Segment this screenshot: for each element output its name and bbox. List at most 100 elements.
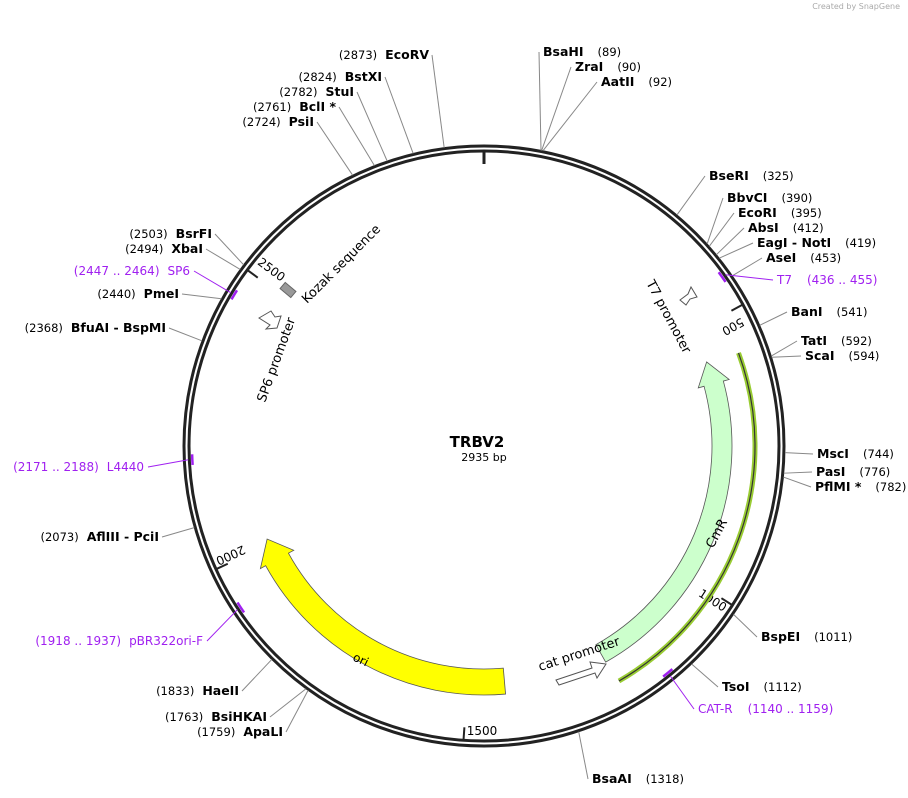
enzyme-name[interactable]: TatI: [801, 333, 827, 348]
enzyme-name[interactable]: ScaI: [805, 348, 835, 363]
enzyme-position: (390): [781, 191, 812, 205]
enzyme-site-bfuai-bspmi[interactable]: BfuAI - BspMI (2368): [25, 320, 203, 342]
enzyme-site-stui[interactable]: StuI (2782): [279, 84, 388, 162]
enzyme-name[interactable]: PmeI: [144, 286, 179, 301]
primer-pbr322ori-f[interactable]: pBR322ori-F (1918 .. 1937): [35, 601, 246, 648]
enzyme-site-pasi[interactable]: PasI (776): [783, 464, 891, 479]
primer-name[interactable]: L4440: [107, 460, 144, 474]
enzyme-position: (2494): [125, 242, 163, 256]
enzyme-site-bsihkai[interactable]: BsiHKAI (1763): [165, 688, 307, 724]
enzyme-name[interactable]: HaeII: [202, 683, 239, 698]
primer-sp6[interactable]: SP6 (2447 .. 2464): [74, 264, 239, 300]
enzyme-position: (2503): [129, 227, 167, 241]
enzyme-leader-line: [168, 327, 203, 342]
enzyme-name[interactable]: BsiHKAI: [211, 709, 267, 724]
enzyme-name[interactable]: BsaAI: [592, 771, 632, 786]
primer-t7[interactable]: T7 (436 .. 455): [717, 271, 878, 287]
enzyme-site-tsoi[interactable]: TsoI (1112): [691, 663, 802, 694]
enzyme-position: (1763): [165, 710, 203, 724]
enzyme-name[interactable]: MscI: [817, 446, 849, 461]
enzyme-name[interactable]: ZraI: [575, 59, 603, 74]
enzyme-name[interactable]: BspEI: [761, 629, 800, 644]
enzyme-name[interactable]: TsoI: [722, 679, 750, 694]
enzyme-name[interactable]: BseRI: [709, 168, 749, 183]
enzyme-name[interactable]: BstXI: [345, 69, 382, 84]
enzyme-site-asei[interactable]: AseI (453): [731, 250, 841, 277]
enzyme-site-tati[interactable]: TatI (592): [770, 333, 872, 357]
enzyme-site-ecori[interactable]: EcoRI (395): [708, 205, 822, 247]
enzyme-site-bseri[interactable]: BseRI (325): [676, 168, 794, 216]
plasmid-name: TRBV2: [450, 433, 505, 451]
enzyme-name[interactable]: EagI - NotI: [757, 235, 831, 250]
enzyme-site-absi[interactable]: AbsI (412): [716, 220, 824, 256]
enzyme-site-bani[interactable]: BanI (541): [759, 304, 868, 326]
enzyme-site-bsrfi[interactable]: BsrFI (2503): [129, 226, 245, 266]
enzyme-name[interactable]: PsiI: [289, 114, 314, 129]
primer-leader-line: [193, 270, 232, 294]
plasmid-length: 2935 bp: [461, 451, 506, 464]
enzyme-site-pflmi-[interactable]: PflMI * (782): [783, 476, 906, 494]
enzyme-position: (2368): [25, 321, 63, 335]
enzyme-name[interactable]: AseI: [766, 250, 796, 265]
ori-feature-arrow: [259, 538, 506, 696]
enzyme-site-xbai[interactable]: XbaI (2494): [125, 241, 241, 270]
enzyme-name[interactable]: EcoRI: [738, 205, 777, 220]
enzyme-leader-line: [706, 197, 724, 245]
enzyme-site-haeii[interactable]: HaeII (1833): [156, 659, 273, 698]
enzyme-leader-line: [578, 731, 589, 780]
enzyme-site-eagi-noti[interactable]: EagI - NotI (419): [719, 235, 876, 259]
enzyme-name[interactable]: BfuAI - BspMI: [71, 320, 166, 335]
primer-name[interactable]: SP6: [168, 264, 191, 278]
enzyme-name[interactable]: AbsI: [748, 220, 779, 235]
primer-name[interactable]: T7: [776, 273, 792, 287]
enzyme-leader-line: [708, 212, 735, 247]
enzyme-leader-line: [241, 659, 273, 692]
enzyme-name[interactable]: ApaLI: [243, 724, 283, 739]
enzyme-site-psii[interactable]: PsiI (2724): [242, 114, 354, 176]
enzyme-leader-line: [770, 340, 798, 357]
enzyme-leader-line: [691, 663, 719, 688]
enzyme-site-pmei[interactable]: PmeI (2440): [97, 286, 222, 301]
enzyme-site-scai[interactable]: ScaI (594): [771, 348, 880, 363]
primer-name[interactable]: pBR322ori-F: [129, 634, 203, 648]
enzyme-site-bspei[interactable]: BspEI (1011): [733, 613, 853, 644]
primer-range: (2447 .. 2464): [74, 264, 160, 278]
enzyme-name[interactable]: AflIII - PciI: [87, 529, 159, 544]
enzyme-name[interactable]: XbaI: [171, 241, 203, 256]
enzyme-site-bsahi[interactable]: BsaHI (89): [538, 44, 621, 151]
enzyme-name[interactable]: StuI: [325, 84, 354, 99]
enzyme-leader-line: [161, 527, 195, 538]
enzyme-leader-line: [783, 476, 812, 488]
enzyme-name[interactable]: EcoRV: [385, 47, 429, 62]
primer-name[interactable]: CAT-R: [698, 702, 733, 716]
enzyme-name[interactable]: BbvCI: [727, 190, 767, 205]
enzyme-name[interactable]: AatII: [601, 74, 634, 89]
enzyme-site-bstxi[interactable]: BstXI (2824): [299, 69, 414, 154]
primer-cat-r[interactable]: CAT-R (1140 .. 1159): [662, 668, 833, 716]
enzyme-site-bbvci[interactable]: BbvCI (390): [706, 190, 812, 245]
enzyme-site-ecorv[interactable]: EcoRV (2873): [339, 47, 445, 148]
enzyme-leader-line: [205, 248, 241, 270]
enzyme-site-msci[interactable]: MscI (744): [784, 446, 894, 461]
enzyme-leader-line: [384, 76, 414, 154]
enzyme-leader-line: [784, 452, 814, 455]
primer-l4440[interactable]: L4440 (2171 .. 2188): [13, 454, 194, 474]
enzyme-position: (1759): [197, 725, 235, 739]
sp6-promoter-arrow: [258, 310, 282, 330]
enzyme-name[interactable]: PflMI *: [815, 479, 862, 494]
enzyme-site-afliii-pcii[interactable]: AflIII - PciI (2073): [40, 527, 195, 544]
enzyme-leader-line: [181, 293, 222, 300]
enzyme-site-bsaai[interactable]: BsaAI (1318): [578, 731, 684, 786]
enzyme-name[interactable]: BsrFI: [176, 226, 212, 241]
enzyme-position: (2761): [253, 100, 291, 114]
enzyme-site-zrai[interactable]: ZraI (90): [541, 59, 641, 151]
enzyme-site-apali[interactable]: ApaLI (1759): [197, 690, 309, 739]
enzyme-site-bcli-[interactable]: BclI * (2761): [253, 99, 375, 166]
enzyme-name[interactable]: BsaHI: [543, 44, 584, 59]
enzyme-site-aatii[interactable]: AatII (92): [542, 74, 672, 152]
enzyme-position: (92): [648, 75, 672, 89]
enzyme-name[interactable]: BanI: [791, 304, 823, 319]
enzyme-name[interactable]: PasI: [816, 464, 845, 479]
enzyme-name[interactable]: BclI *: [299, 99, 336, 114]
